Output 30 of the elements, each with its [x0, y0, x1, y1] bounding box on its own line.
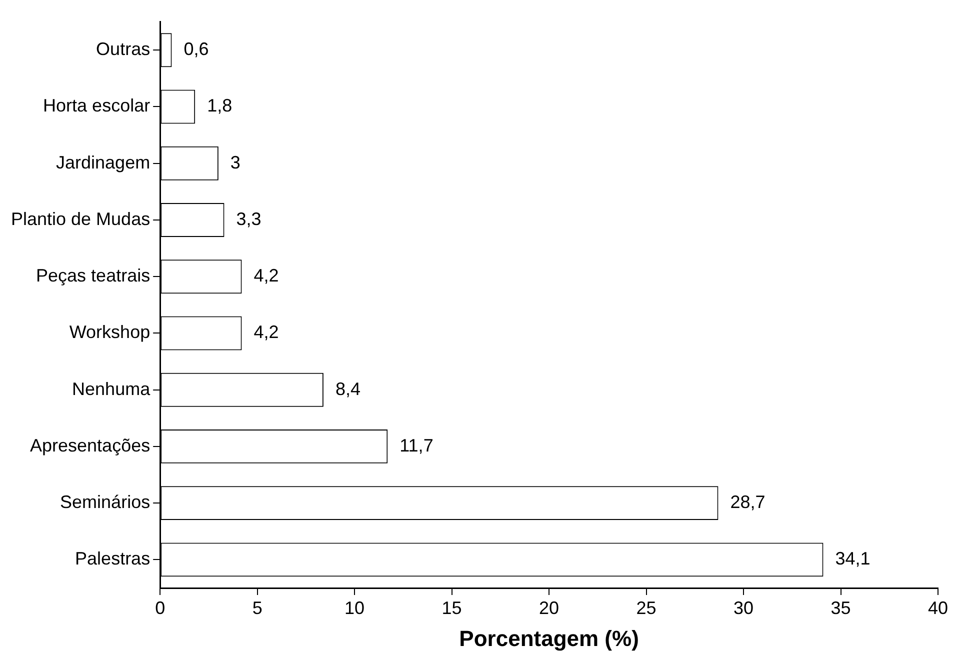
x-tick-label: 10 [344, 598, 365, 618]
x-tick-label: 15 [442, 598, 462, 618]
data-label: 34,1 [835, 548, 870, 569]
data-label: 3 [230, 152, 240, 172]
data-label: 28,7 [730, 492, 766, 512]
data-label: 4,2 [254, 266, 279, 286]
y-tick-label: Workshop [69, 322, 150, 342]
data-label: 11,7 [400, 435, 434, 456]
data-label: 3,3 [236, 208, 262, 229]
x-tick-label: 25 [636, 598, 656, 618]
data-label: 1,8 [207, 96, 232, 116]
y-tick-label: Peças teatrais [36, 266, 150, 286]
y-tick-label: Palestras [75, 548, 150, 569]
y-tick-label: Outras [96, 39, 150, 60]
y-tick-label: Horta escolar [43, 96, 150, 116]
y-tick-label: Seminários [60, 492, 150, 512]
data-label: 0,6 [184, 39, 209, 60]
x-tick-label: 35 [830, 598, 851, 618]
x-tick-label: 40 [928, 598, 948, 618]
x-axis-title: Porcentagem (%) [459, 626, 639, 651]
x-tick-label: 0 [155, 598, 166, 618]
x-tick-label: 5 [252, 598, 262, 618]
data-label: 8,4 [335, 378, 360, 399]
x-tick-label: 30 [734, 598, 754, 618]
y-tick-label: Jardinagem [56, 152, 150, 172]
y-tick-label: Apresentações [30, 435, 150, 456]
y-tick-label: Plantio de Mudas [10, 208, 150, 229]
data-label: 4,2 [254, 322, 279, 342]
y-tick-label: Nenhuma [72, 378, 152, 399]
x-tick-label: 20 [539, 598, 560, 618]
